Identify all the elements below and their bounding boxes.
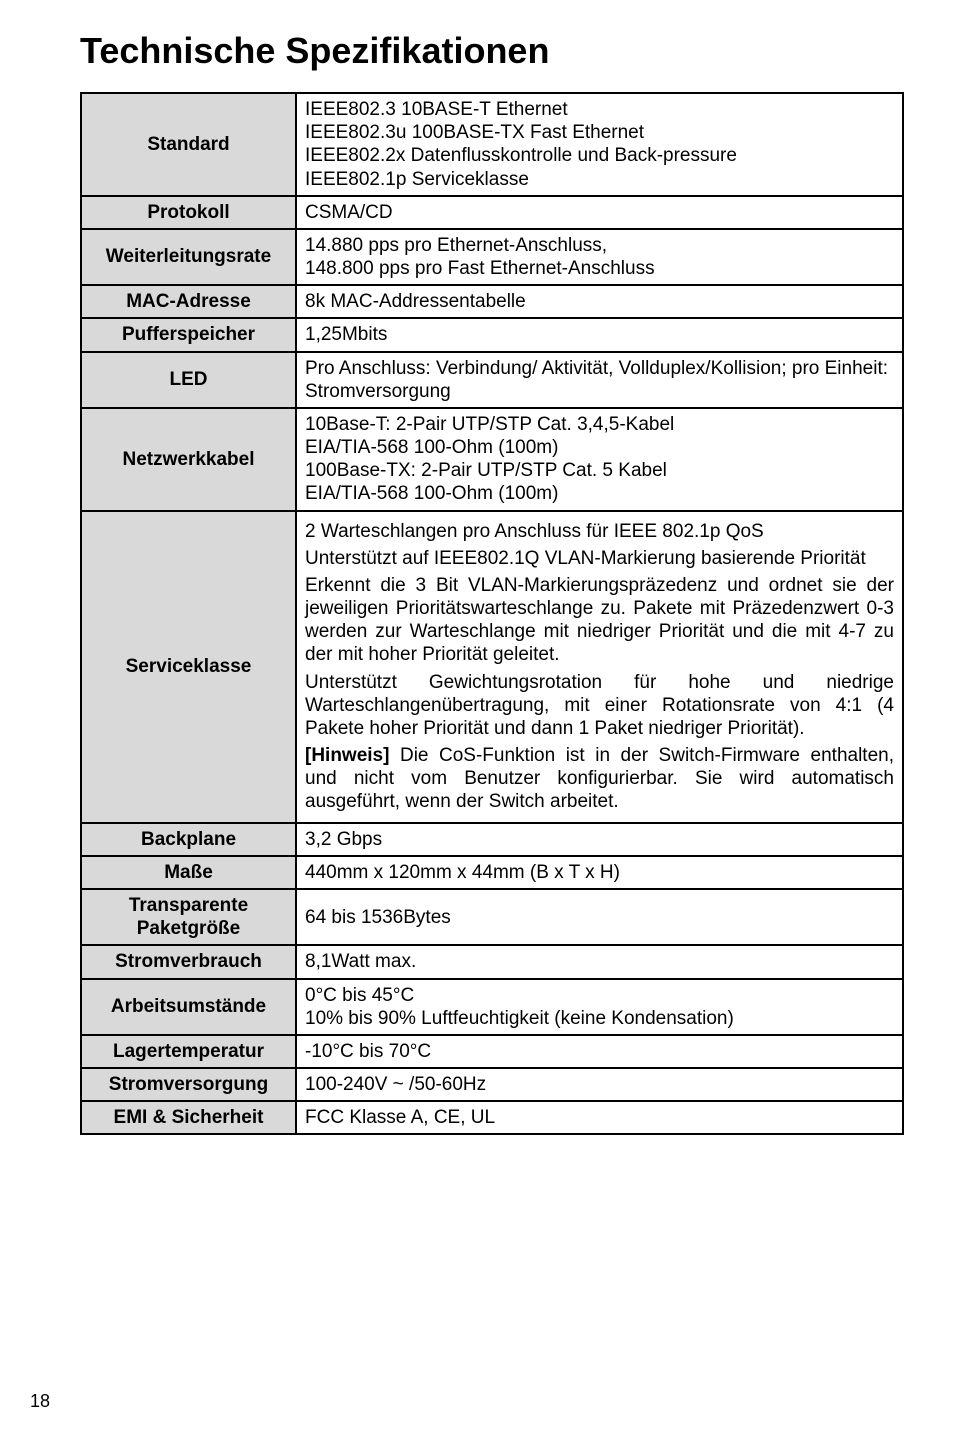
svc-para: 2 Warteschlangen pro Anschluss für IEEE …	[305, 520, 894, 543]
hinweis-text: Die CoS-Funktion ist in der Switch-Firmw…	[305, 745, 894, 812]
table-row: Lagertemperatur -10°C bis 70°C	[81, 1035, 903, 1068]
row-value: Pro Anschluss: Verbindung/ Aktivität, Vo…	[296, 352, 903, 408]
table-row: Serviceklasse 2 Warteschlangen pro Ansch…	[81, 511, 903, 823]
table-row: Backplane 3,2 Gbps	[81, 823, 903, 856]
page-number: 18	[30, 1391, 50, 1412]
table-row: Stromverbrauch 8,1Watt max.	[81, 945, 903, 978]
row-label: EMI & Sicherheit	[81, 1101, 296, 1134]
table-row: LED Pro Anschluss: Verbindung/ Aktivität…	[81, 352, 903, 408]
table-row: Stromversorgung 100-240V ~ /50-60Hz	[81, 1068, 903, 1101]
row-value: 1,25Mbits	[296, 318, 903, 351]
row-value: 100-240V ~ /50-60Hz	[296, 1068, 903, 1101]
row-value-serviceklasse: 2 Warteschlangen pro Anschluss für IEEE …	[296, 511, 903, 823]
row-value: 3,2 Gbps	[296, 823, 903, 856]
row-label: MAC-Adresse	[81, 285, 296, 318]
table-row: Pufferspeicher 1,25Mbits	[81, 318, 903, 351]
row-label: Stromverbrauch	[81, 945, 296, 978]
row-label: Protokoll	[81, 196, 296, 229]
row-label: Maße	[81, 856, 296, 889]
table-row: Maße 440mm x 120mm x 44mm (B x T x H)	[81, 856, 903, 889]
row-value: 0°C bis 45°C 10% bis 90% Luftfeuchtigkei…	[296, 979, 903, 1035]
spec-table: Standard IEEE802.3 10BASE-T Ethernet IEE…	[80, 92, 904, 1135]
row-label: Arbeitsumstände	[81, 979, 296, 1035]
svc-para: Unterstützt auf IEEE802.1Q VLAN-Markieru…	[305, 547, 894, 570]
svc-hinweis: [Hinweis] Die CoS-Funktion ist in der Sw…	[305, 744, 894, 814]
hinweis-label: [Hinweis]	[305, 745, 389, 766]
svc-para: Erkennt die 3 Bit VLAN-Markierungspräzed…	[305, 574, 894, 667]
table-row: Netzwerkkabel 10Base-T: 2-Pair UTP/STP C…	[81, 408, 903, 511]
row-label: Standard	[81, 93, 296, 196]
row-label: Backplane	[81, 823, 296, 856]
table-row: Standard IEEE802.3 10BASE-T Ethernet IEE…	[81, 93, 903, 196]
row-label: Stromversorgung	[81, 1068, 296, 1101]
table-row: Weiterleitungsrate 14.880 pps pro Ethern…	[81, 229, 903, 285]
table-row: Protokoll CSMA/CD	[81, 196, 903, 229]
row-value: CSMA/CD	[296, 196, 903, 229]
row-label: Weiterleitungsrate	[81, 229, 296, 285]
row-value: 440mm x 120mm x 44mm (B x T x H)	[296, 856, 903, 889]
table-row: EMI & Sicherheit FCC Klasse A, CE, UL	[81, 1101, 903, 1134]
table-row: Transparente Paketgröße 64 bis 1536Bytes	[81, 889, 903, 945]
row-label: Netzwerkkabel	[81, 408, 296, 511]
row-value: 8,1Watt max.	[296, 945, 903, 978]
row-value: 8k MAC-Addressentabelle	[296, 285, 903, 318]
row-label: Lagertemperatur	[81, 1035, 296, 1068]
table-row: Arbeitsumstände 0°C bis 45°C 10% bis 90%…	[81, 979, 903, 1035]
svc-para: Unterstützt Gewichtungsrotation für hohe…	[305, 671, 894, 741]
row-label: LED	[81, 352, 296, 408]
table-row: MAC-Adresse 8k MAC-Addressentabelle	[81, 285, 903, 318]
row-label: Serviceklasse	[81, 511, 296, 823]
row-label: Pufferspeicher	[81, 318, 296, 351]
row-value: -10°C bis 70°C	[296, 1035, 903, 1068]
row-value: 14.880 pps pro Ethernet-Anschluss, 148.8…	[296, 229, 903, 285]
row-value: 64 bis 1536Bytes	[296, 889, 903, 945]
row-value: 10Base-T: 2-Pair UTP/STP Cat. 3,4,5-Kabe…	[296, 408, 903, 511]
row-value: FCC Klasse A, CE, UL	[296, 1101, 903, 1134]
page-title: Technische Spezifikationen	[80, 30, 904, 72]
row-label: Transparente Paketgröße	[81, 889, 296, 945]
row-value: IEEE802.3 10BASE-T Ethernet IEEE802.3u 1…	[296, 93, 903, 196]
